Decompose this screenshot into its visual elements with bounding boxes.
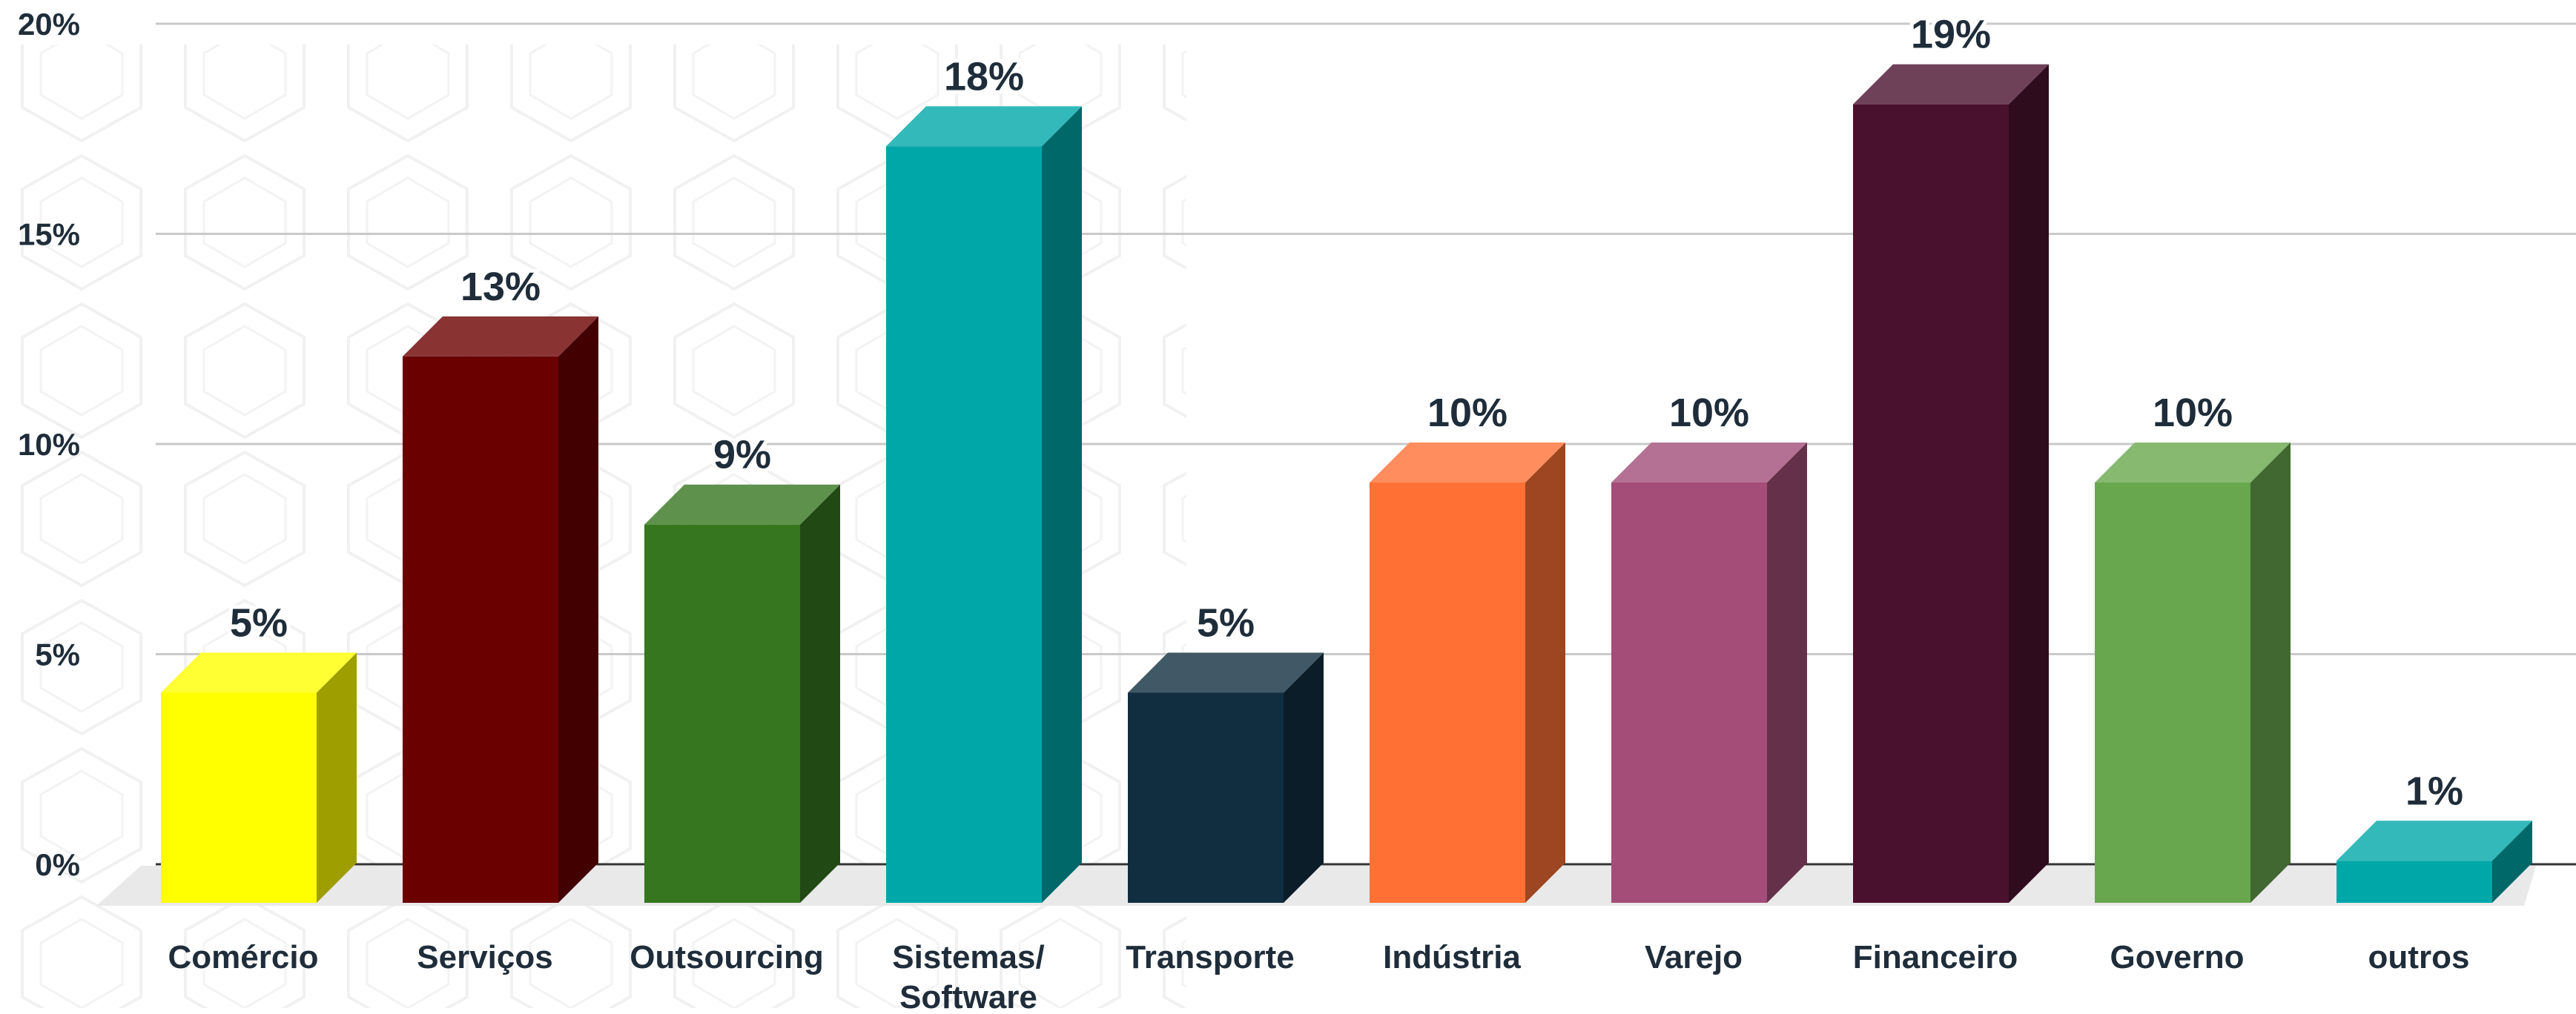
bar-side (1284, 652, 1324, 903)
x-category-label: Outsourcing (630, 939, 824, 975)
bar-front (403, 356, 558, 903)
bar-front (161, 692, 317, 903)
x-category-label: Indústria (1383, 939, 1521, 975)
y-tick-label: 20% (18, 7, 80, 42)
x-category-label: outros (2368, 939, 2470, 975)
bar-front (886, 146, 1042, 903)
bar-top (2095, 443, 2291, 483)
bar (403, 316, 598, 903)
value-label: 18% (944, 54, 1024, 99)
bar (2336, 821, 2532, 903)
x-category-label: Varejo (1645, 939, 1743, 975)
value-label: 1% (2405, 769, 2463, 813)
bar-top (1370, 443, 1565, 483)
bar-side (2250, 443, 2291, 903)
bar (1128, 652, 1324, 903)
bar-front (1128, 692, 1284, 903)
bar-side (317, 652, 357, 903)
y-tick-label: 10% (18, 427, 80, 462)
y-axis: 0% 5% 10% 15% 20% (18, 7, 80, 882)
bar-side (2492, 821, 2532, 903)
value-label: 5% (1197, 601, 1255, 646)
value-label: 19% (1911, 13, 1991, 57)
bars: 5% 13% 9% 18% 5% 10% 10% 19% 10% 1% (161, 9, 2532, 904)
bar-front (2336, 861, 2492, 903)
bar-side (1767, 443, 1807, 903)
bar (1370, 443, 1565, 903)
bar (1611, 443, 1807, 903)
x-category-label: Financeiro (1853, 939, 2018, 975)
x-category-label: Transporte (1126, 939, 1294, 975)
y-tick-label: 0% (35, 847, 80, 882)
bar-top (161, 652, 357, 693)
bar-top (1128, 652, 1324, 693)
value-label: 10% (1427, 391, 1507, 435)
y-tick-label: 5% (35, 637, 80, 672)
y-tick-label: 15% (18, 217, 80, 252)
bar-top (1853, 64, 2049, 105)
bar (644, 484, 840, 903)
bar-top (886, 106, 1082, 147)
bar (1853, 64, 2049, 904)
bar-top (644, 484, 840, 525)
x-category-label: Governo (2110, 939, 2245, 975)
value-label: 10% (2153, 391, 2233, 435)
x-category-label: Serviços (417, 939, 552, 975)
value-label: 9% (713, 433, 771, 477)
value-label: 13% (460, 265, 541, 309)
bar-front (1370, 483, 1525, 903)
bar-front (2095, 483, 2250, 903)
bar-side (2009, 64, 2049, 904)
bar-side (1042, 106, 1082, 903)
bar-front (644, 524, 800, 903)
x-axis-labels: Comércio Serviços Outsourcing Sistemas/Soft… (168, 939, 2470, 1014)
value-label: 10% (1669, 391, 1749, 435)
bar-side (800, 484, 840, 903)
bar (886, 106, 1082, 903)
x-category-label: Sistemas/Software (892, 939, 1044, 1014)
bar-side (1525, 443, 1565, 903)
bar-top (1611, 443, 1807, 483)
bar (2095, 443, 2291, 903)
x-category-label: Comércio (168, 939, 319, 975)
bar-front (1611, 483, 1767, 903)
value-label: 5% (230, 601, 288, 646)
bar (161, 652, 357, 903)
bar-side (558, 316, 598, 903)
bar-top (2336, 821, 2532, 861)
bar-front (1853, 104, 2009, 904)
bar-top (403, 316, 598, 357)
